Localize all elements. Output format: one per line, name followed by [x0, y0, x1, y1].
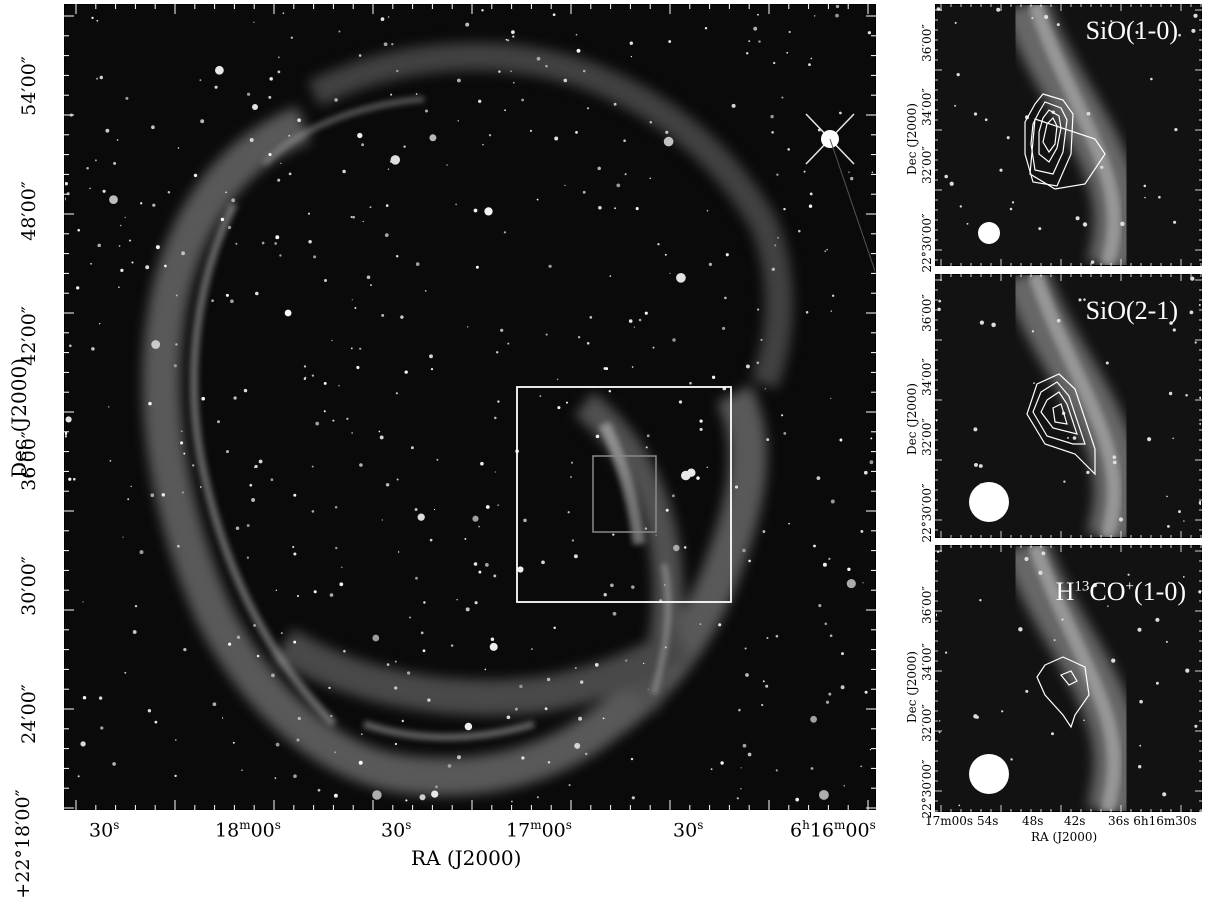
- panel1-ytick-36: 36′00″: [920, 24, 934, 62]
- main-xtick-6h: 6h16m00s: [790, 818, 876, 842]
- bright-star: [805, 113, 876, 275]
- main-xlabel: RA (J2000): [411, 846, 522, 870]
- main-xtick-18m: 18m00s: [215, 818, 281, 842]
- main-axes-frame: [64, 4, 876, 810]
- panel2-ytick-32: 32′00″: [920, 418, 934, 456]
- region-box-large: [516, 386, 732, 603]
- side-xtick-17m: 17m00s: [925, 814, 974, 828]
- panel3-ytick-34: 34′00″: [920, 643, 934, 681]
- panel2-ylabel: Dec (J2000): [905, 383, 919, 455]
- main-ytick-24: 24′00″: [18, 684, 40, 744]
- panel2-ytick-30: 22°30′00″: [920, 483, 934, 543]
- contour: [1060, 670, 1078, 686]
- panel-sio-10-title: SiO(1-0): [1085, 16, 1178, 45]
- side-xtick-48s: 48s: [1022, 814, 1044, 828]
- panel3-ytick-36: 36′00″: [920, 586, 934, 624]
- beam-ellipse: [969, 754, 1009, 794]
- main-ytick-54: 54′00″: [18, 56, 40, 116]
- panel-sio-10-image: [935, 4, 1202, 266]
- contour: [1040, 391, 1078, 435]
- nebula-filaments: [190, 96, 672, 741]
- region-box-small: [592, 455, 657, 533]
- star-field: [64, 4, 874, 803]
- contour: [1032, 381, 1086, 445]
- panel1-ytick-30: 22°30′00″: [920, 213, 934, 273]
- contour: [1026, 373, 1096, 476]
- panel-h13co-image: [935, 545, 1202, 812]
- contour: [1029, 118, 1106, 190]
- main-ytick-48: 48′00″: [18, 181, 40, 241]
- panel-h13co: H13CO+(1-0): [935, 545, 1202, 812]
- panel1-ylabel: Dec (J2000): [905, 103, 919, 175]
- contour: [1038, 109, 1062, 163]
- side-xtick-42s: 42s: [1064, 814, 1086, 828]
- main-image-panel: [64, 4, 876, 810]
- panel1-ytick-34: 34′00″: [920, 88, 934, 126]
- beam-ellipse: [969, 482, 1009, 522]
- panel1-ytick-32: 32′00″: [920, 146, 934, 184]
- nebula-shell: [142, 42, 793, 796]
- contour: [1052, 403, 1068, 425]
- panel2-ytick-34: 34′00″: [920, 358, 934, 396]
- main-ytick-18: +22°18′00″: [12, 789, 34, 899]
- panel-sio-21: SiO(2-1): [935, 274, 1202, 538]
- panel-sio-10: SiO(1-0): [935, 4, 1202, 266]
- beam-ellipse: [978, 222, 1000, 244]
- main-nebula-image: [64, 4, 876, 810]
- main-xtick-30c: 30s: [673, 818, 704, 842]
- panel-sio-21-title: SiO(2-1): [1085, 296, 1178, 325]
- panel3-ytick-32: 32′00″: [920, 704, 934, 742]
- panel-h13co-title: H13CO+(1-0): [1055, 577, 1186, 606]
- panel2-ytick-36: 36′00″: [920, 294, 934, 332]
- panel-sio-21-image: [935, 274, 1202, 538]
- panel3-ylabel: Dec (J2000): [905, 651, 919, 723]
- main-xtick-17m: 17m00s: [506, 818, 572, 842]
- contour: [1030, 101, 1068, 175]
- side-xlabel: RA (J2000): [1031, 830, 1098, 844]
- main-ytick-30: 30′00″: [18, 556, 40, 616]
- contour: [1024, 93, 1074, 187]
- main-xtick-30a: 30s: [89, 818, 120, 842]
- contour: [1036, 656, 1090, 729]
- side-xtick-54s: 54s: [977, 814, 999, 828]
- side-xtick-36s: 36s 6h16m30s: [1108, 814, 1197, 828]
- main-ylabel: Dec (J2000): [7, 358, 31, 478]
- main-xtick-30b: 30s: [381, 818, 412, 842]
- contour: [1042, 116, 1058, 154]
